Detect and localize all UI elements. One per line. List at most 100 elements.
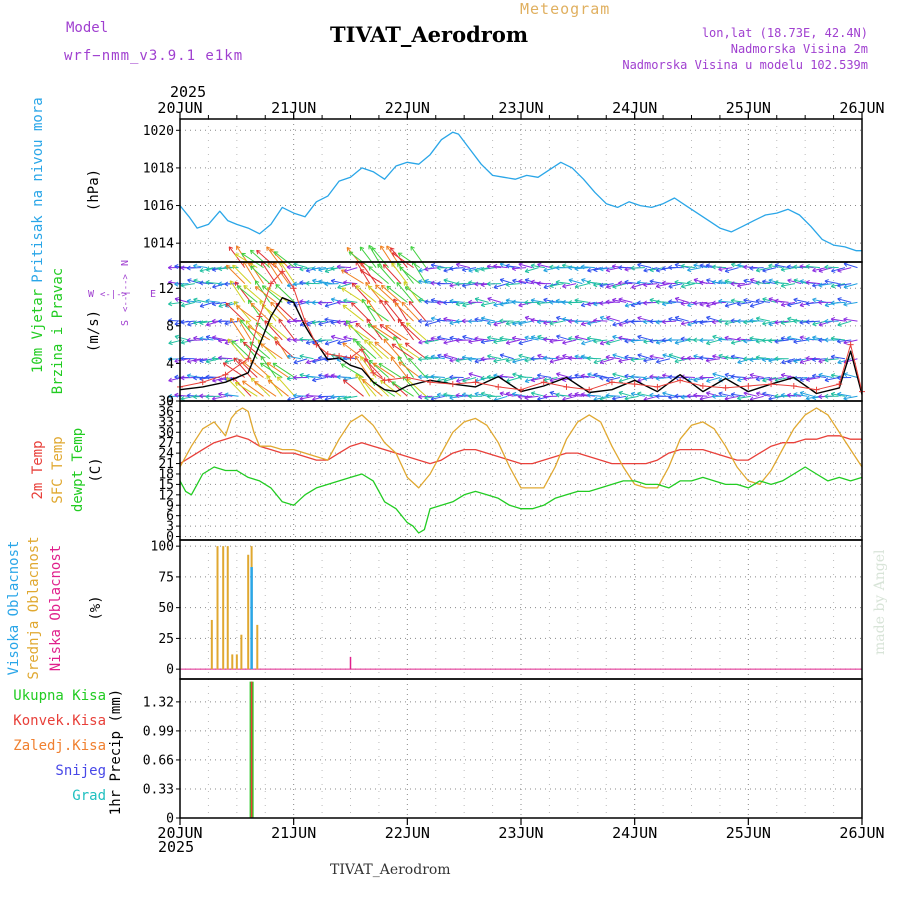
wind-barb-head [780, 374, 785, 378]
wind-barb-head [718, 337, 723, 340]
wind-barb-head [786, 264, 792, 268]
wind-barb [505, 283, 520, 286]
wind-barb-head [843, 304, 848, 307]
wind-barb-head [587, 320, 591, 325]
wind-barb-head [249, 341, 252, 346]
y-tick-label: 25 [158, 632, 174, 647]
wind-barb-head [799, 305, 804, 308]
dewpoint-axis-title: dewpt Temp [70, 428, 86, 512]
wind-barb-head [774, 358, 779, 362]
wind-barb-head [837, 298, 841, 302]
wind-barb [383, 338, 402, 360]
wind-barb-head [330, 336, 335, 340]
wind-barb-head [543, 320, 547, 324]
wind-barb-head [743, 340, 748, 344]
wind-barb-head [818, 285, 823, 288]
wind-barb-head [293, 283, 298, 287]
wind-barb-head [555, 357, 560, 361]
wind-barb-head [286, 339, 291, 343]
wind-barb-head [768, 298, 773, 302]
wind-barb-head [500, 353, 505, 356]
wind-barb-head [581, 323, 586, 327]
y-tick-label: 4 [166, 357, 174, 372]
wind-barb-head [180, 375, 185, 379]
wind-barb-head [331, 297, 336, 300]
wind-barb-head [480, 269, 485, 272]
wind-barb-head [530, 356, 535, 360]
wind-barb-head [287, 354, 292, 357]
wind-barb-head [455, 303, 460, 307]
wind-barb [774, 377, 789, 382]
wind-barb-head [668, 353, 674, 356]
wind-barb [356, 341, 377, 360]
wind-barb-head [468, 267, 472, 272]
wind-barb-head [305, 393, 310, 396]
wind-barb-head [530, 392, 535, 397]
wind-barb-head [174, 281, 179, 285]
footer-station: TIVAT_Aerodrom [330, 862, 451, 878]
wind-barb-head [568, 318, 573, 322]
wind-barb-head [518, 263, 522, 268]
wind-barb-head [270, 248, 275, 251]
wind-barb-head [556, 373, 560, 377]
wind-barb [543, 377, 558, 381]
wind-barb-head [474, 267, 479, 272]
wind-barb-head [418, 267, 422, 272]
precip-legend-item: Zaledj.Kisa [13, 738, 106, 754]
wind-barb-head [337, 287, 342, 290]
wind-barb [343, 320, 358, 325]
wind-barb-head [630, 340, 635, 344]
wind-barb-head [674, 358, 679, 363]
wind-barb [377, 263, 396, 284]
wind-barb-head [343, 379, 348, 381]
wind-barb [250, 249, 271, 269]
wind-barb-head [831, 391, 836, 395]
wind-barb-head [818, 270, 823, 273]
wind-barb-head [236, 285, 240, 290]
wind-barb-head [381, 284, 386, 287]
wind-barb-head [193, 396, 198, 400]
wind-barb [524, 395, 539, 399]
wind-barb-head [843, 318, 848, 322]
wind-barb [774, 282, 789, 285]
wind-barb-head [556, 317, 560, 321]
wind-barb-head [524, 335, 529, 338]
wind-barb-head [299, 321, 304, 326]
wind-barb-head [168, 380, 173, 383]
wind-barb-head [531, 335, 536, 338]
wind-barb-head [586, 337, 591, 341]
wind-barb-head [655, 321, 660, 325]
wind-barb [743, 392, 758, 397]
wind-barb [518, 320, 533, 325]
wind-barb-head [780, 269, 786, 272]
wind-barb-head [436, 392, 442, 396]
wind-barb-head [680, 376, 685, 380]
wind-barb-head [299, 301, 304, 305]
wind-barb-head [168, 342, 173, 346]
wind-barb [255, 322, 277, 341]
wind-barb-head [306, 342, 311, 345]
wind-barb [837, 283, 852, 287]
x-tick-label-top: 23JUN [498, 99, 543, 117]
wind-barb-head [730, 339, 735, 344]
year-top: 2025 [170, 83, 207, 101]
cloud-mid-bar [240, 634, 243, 670]
wind-barb-head [768, 357, 772, 362]
wind-barb [712, 281, 727, 285]
wind-barb-head [805, 319, 810, 323]
wind-barb-head [306, 359, 310, 364]
wind-barb [662, 392, 677, 397]
wind-barb [193, 358, 208, 362]
wind-barb-head [481, 316, 486, 319]
wind-barb-head [277, 376, 282, 379]
wind-barb [605, 301, 620, 303]
wind-barb-head [643, 396, 648, 401]
wind-barb-head [443, 267, 447, 272]
wind-barb-head [187, 279, 191, 284]
wind-barb-head [268, 322, 271, 328]
wind-barb-head [331, 334, 336, 337]
wind-barb-head [549, 301, 554, 305]
wind-barb [793, 358, 808, 362]
wind-barb [351, 302, 371, 322]
wind-barb-head [324, 396, 329, 400]
